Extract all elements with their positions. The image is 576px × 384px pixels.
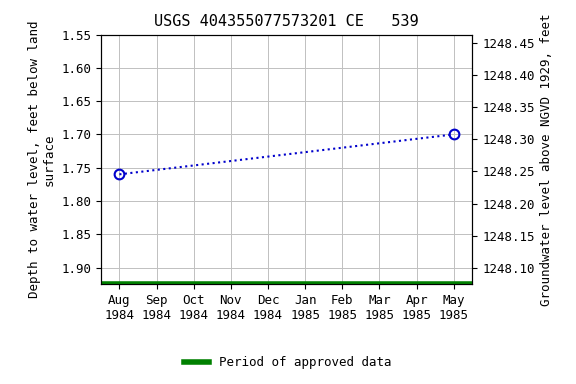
Y-axis label: Groundwater level above NGVD 1929, feet: Groundwater level above NGVD 1929, feet — [540, 13, 553, 306]
Legend: Period of approved data: Period of approved data — [179, 351, 397, 374]
Y-axis label: Depth to water level, feet below land
surface: Depth to water level, feet below land su… — [28, 21, 55, 298]
Title: USGS 404355077573201 CE   539: USGS 404355077573201 CE 539 — [154, 14, 419, 29]
